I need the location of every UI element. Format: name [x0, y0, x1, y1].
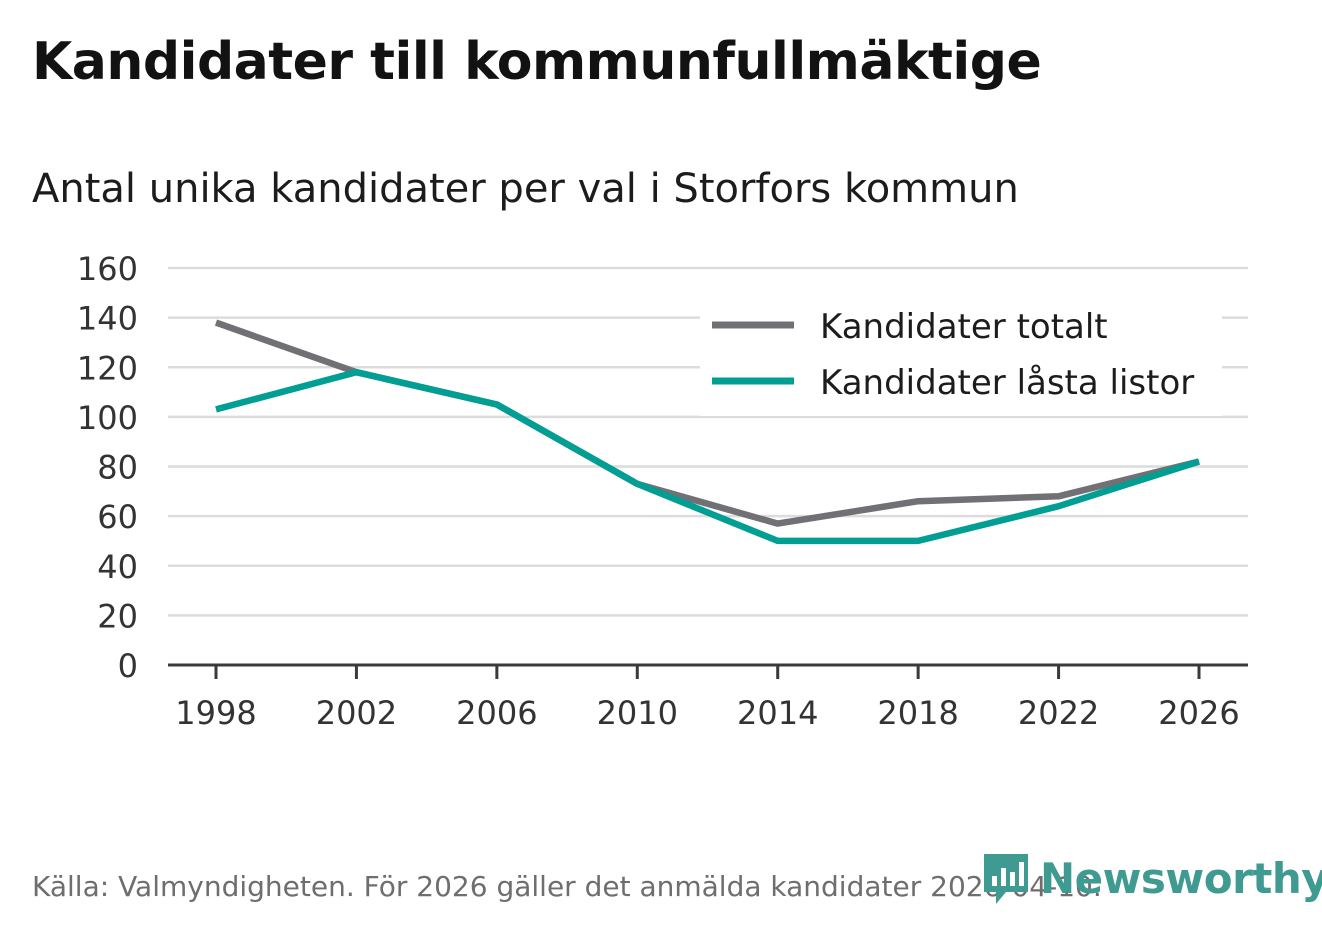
y-tick-label: 160	[77, 250, 138, 288]
legend: Kandidater totalt Kandidater låsta listo…	[700, 298, 1222, 416]
y-tick-label: 80	[97, 449, 138, 487]
y-tick-label: 20	[97, 597, 138, 635]
legend-label-kandidater-totalt: Kandidater totalt	[820, 307, 1108, 347]
y-tick-label: 100	[77, 399, 138, 437]
brand-name: Newsworthy	[1040, 853, 1322, 903]
x-tick-label: 2022	[1018, 694, 1099, 732]
x-tick-label: 2026	[1158, 694, 1239, 732]
x-tick-label: 2014	[737, 694, 818, 732]
y-tick-label: 0	[118, 647, 138, 685]
x-axis: 1998 2002 2006 2010 2014 2018 2022 2026	[168, 663, 1248, 732]
y-axis: 0 20 40 60 80 100 120 140 160	[77, 250, 138, 685]
chart-subtitle: Antal unika kandidater per val i Storfor…	[32, 166, 1019, 212]
x-tick-label: 2018	[877, 694, 958, 732]
y-tick-label: 40	[97, 548, 138, 586]
legend-label-kandidater-lasta-listor: Kandidater låsta listor	[820, 363, 1194, 403]
series-lines	[214, 319, 1200, 545]
brand-logo[interactable]: Newsworthy	[980, 850, 1322, 906]
x-tick-label: 2010	[597, 694, 678, 732]
source-note: Källa: Valmyndigheten. För 2026 gäller d…	[32, 870, 1102, 903]
y-tick-label: 60	[97, 498, 138, 536]
newsworthy-logo-icon	[984, 854, 1028, 904]
series-line-kandidater-lasta-listor	[215, 368, 1200, 545]
y-tick-label: 140	[77, 300, 138, 338]
y-tick-label: 120	[77, 349, 138, 387]
x-tick-label: 2006	[456, 694, 537, 732]
chart-title: Kandidater till kommunfullmäktige	[32, 32, 1042, 92]
legend-background	[700, 298, 1222, 416]
x-tick-label: 2002	[316, 694, 397, 732]
x-tick-label: 1998	[175, 694, 256, 732]
